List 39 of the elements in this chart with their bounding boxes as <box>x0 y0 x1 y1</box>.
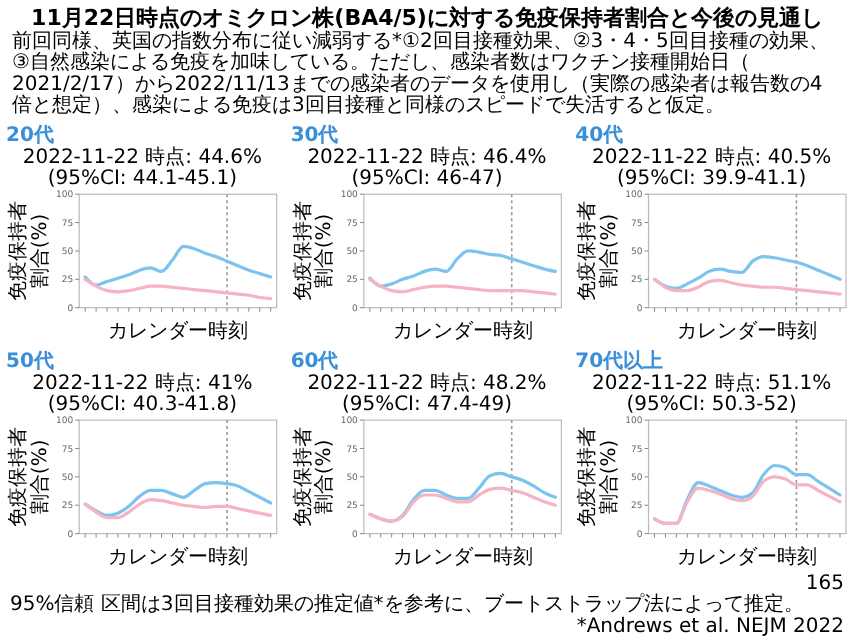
chart-subtitle: 2022-11-22 時点: 46.4% (95%CI: 46-47) <box>307 144 547 191</box>
line-series <box>83 497 273 520</box>
text: 前回同様、英国の指数分布に従い減弱する*①2回目接種効果、②3・4・5回目接種の効果、③自然感染による免疫を加味している。ただし、感染者数はワクチン接種開始日（2021/2/17）から2022/11/13までの感染者のデータを使用し（実際の感染者は報告数の4倍と想定）、感染による免疫は3回目接種と同様のスピードで失活すると仮定。 <box>12 28 829 118</box>
x-axis-title: カレンダー時刻 <box>392 545 533 570</box>
y-axis-title: 免疫保持者割合(%) <box>6 426 52 527</box>
y-axis-title: 免疫保持者割合(%) <box>575 200 621 301</box>
line-series <box>652 475 842 525</box>
line-series <box>652 255 842 291</box>
line-series <box>368 277 557 296</box>
x-axis-title: カレンダー時刻 <box>392 319 533 344</box>
chart-subtitle: 2022-11-22 時点: 48.2% (95%CI: 47.4-49) <box>307 370 547 417</box>
line-series <box>368 249 557 288</box>
x-axis-title: カレンダー時刻 <box>677 319 818 344</box>
text: 11月22日時点のオミクロン株(BA4/5)に対する免疫保持者割合と今後の見通し <box>31 5 823 31</box>
text: 165 <box>805 572 844 595</box>
line-series <box>83 244 273 287</box>
chart-subtitle: 2022-11-22 時点: 51.1% (95%CI: 50.3-52) <box>592 370 832 417</box>
y-axis-title: 免疫保持者割合(%) <box>575 426 621 527</box>
y-axis-title: 免疫保持者割合(%) <box>290 426 337 527</box>
text: *Andrews et al. NEJM 2022 <box>576 616 844 638</box>
y-axis-title: 免疫保持者割合(%) <box>290 200 337 301</box>
y-axis-title: 免疫保持者割合(%) <box>6 200 52 301</box>
chart-title: 60代 <box>290 348 339 373</box>
chart-title: 30代 <box>290 123 339 147</box>
x-axis-title: カレンダー時刻 <box>107 545 248 570</box>
line-series <box>83 277 273 301</box>
chart-title: 70代以上 <box>575 348 664 373</box>
chart-title: 20代 <box>6 123 54 147</box>
line-series <box>368 486 557 523</box>
chart-subtitle: 2022-11-22 時点: 41% (95%CI: 40.3-41.8) <box>32 370 253 417</box>
line-series <box>652 277 842 296</box>
chart-subtitle: 2022-11-22 時点: 40.5% (95%CI: 39.9-41.1) <box>592 144 832 191</box>
line-series <box>83 480 273 518</box>
chart-title: 50代 <box>6 348 54 373</box>
x-axis-title: カレンダー時刻 <box>107 319 248 344</box>
chart-title: 40代 <box>575 123 624 147</box>
chart-subtitle: 2022-11-22 時点: 44.6% (95%CI: 44.1-45.1) <box>22 144 262 191</box>
x-axis-title: カレンダー時刻 <box>677 545 818 570</box>
text: 95%信頼 区間は3回目接種効果の推定値*を参考に、ブートストラップ法によって推定。 <box>10 592 804 617</box>
